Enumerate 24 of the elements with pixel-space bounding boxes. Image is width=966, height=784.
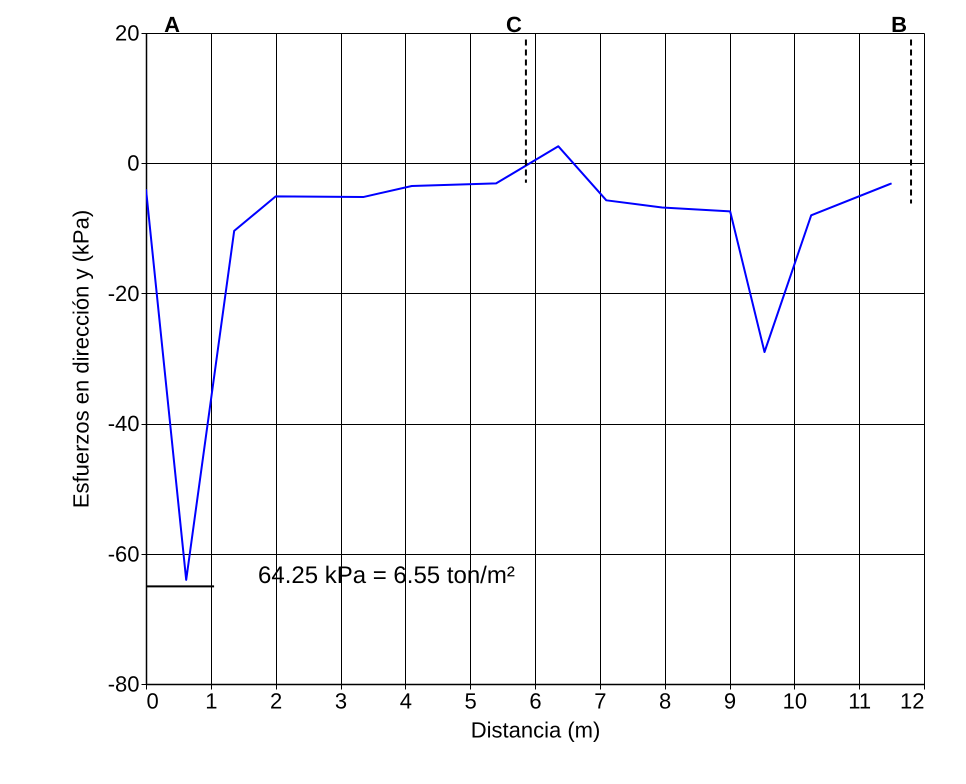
series-label: C bbox=[506, 12, 522, 37]
x-tick-label: 4 bbox=[400, 688, 412, 714]
x-tick-label: 2 bbox=[270, 688, 282, 714]
x-tick-label: 9 bbox=[724, 688, 736, 714]
y-tick-label: -60 bbox=[108, 541, 140, 566]
x-tick-label: 8 bbox=[659, 688, 672, 714]
x-tick-label: 0 bbox=[146, 688, 159, 714]
x-tick-label: 11 bbox=[848, 688, 872, 714]
y-tick-label: -40 bbox=[108, 411, 140, 436]
x-axis-title: Distancia (m) bbox=[470, 718, 600, 742]
y-tick-label: 0 bbox=[127, 150, 140, 176]
x-tick-label: 10 bbox=[782, 688, 808, 714]
annotation: A bbox=[164, 12, 180, 37]
y-tick-label: -20 bbox=[108, 280, 140, 306]
y-tick-label: -80 bbox=[108, 672, 140, 696]
x-tick-label: 3 bbox=[334, 688, 348, 714]
x-tick-label: 6 bbox=[529, 688, 542, 714]
x-tick-label: 5 bbox=[464, 688, 477, 714]
x-tick-label: 7 bbox=[594, 688, 606, 714]
x-tick-label: 12 bbox=[900, 688, 924, 714]
x-tick-label: 1 bbox=[205, 688, 218, 714]
series-label: B bbox=[891, 12, 908, 37]
y-tick-label: 20 bbox=[115, 20, 140, 46]
y-axis-title: Esfuerzos en dirección y (kPa) bbox=[68, 210, 94, 508]
